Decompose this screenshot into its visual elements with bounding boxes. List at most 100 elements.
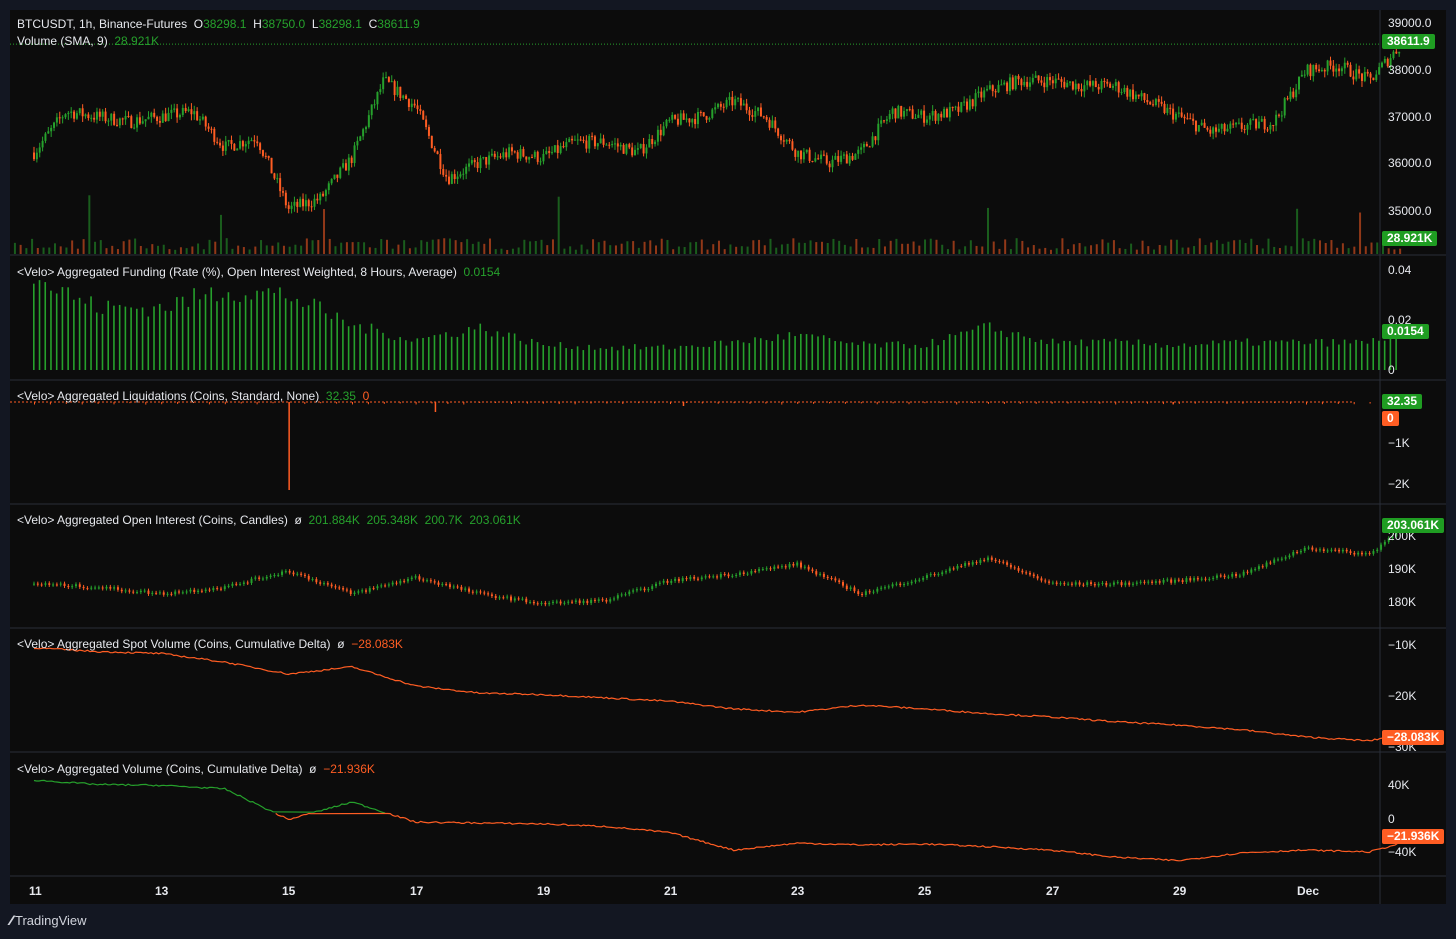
price-candle xyxy=(605,144,608,146)
price-candle xyxy=(1066,82,1069,88)
volume-bar xyxy=(992,241,995,254)
price-candle xyxy=(802,152,805,160)
oi-candle xyxy=(624,594,627,596)
volume-bar xyxy=(191,246,194,254)
funding-bar xyxy=(67,287,69,370)
oi-candle xyxy=(731,575,734,577)
oi-candle xyxy=(670,580,673,583)
price-candle xyxy=(668,119,671,121)
agg-cvd-line-positive xyxy=(33,779,386,814)
volume-bar xyxy=(683,247,686,254)
oi-candle xyxy=(685,578,688,580)
oi-candle xyxy=(914,580,917,582)
price-candle xyxy=(407,98,410,108)
funding-bar xyxy=(925,347,928,370)
liquidation-bar xyxy=(1162,402,1164,405)
price-candle xyxy=(342,163,345,168)
price-candle xyxy=(61,117,64,119)
liquidation-bar xyxy=(526,402,528,404)
price-candle xyxy=(1358,69,1361,74)
oi-candle xyxy=(994,559,997,562)
volume-bar xyxy=(1261,248,1264,254)
oi-candle xyxy=(868,591,871,593)
liquidation-spike xyxy=(1172,402,1174,405)
liquidation-bar xyxy=(1337,402,1339,404)
funding-bar xyxy=(502,336,504,370)
oi-candle xyxy=(1292,552,1295,556)
price-candle xyxy=(1398,51,1401,54)
funding-bar xyxy=(513,333,516,370)
funding-bar xyxy=(216,301,218,370)
oi-candle xyxy=(506,596,509,598)
funding-bar xyxy=(1206,344,1209,370)
chart-area[interactable] xyxy=(10,10,1446,904)
price-candle xyxy=(963,101,966,103)
funding-bar xyxy=(1069,341,1071,370)
price-candle xyxy=(837,156,840,162)
price-candle xyxy=(1123,87,1126,93)
price-candle xyxy=(516,152,519,159)
oi-candle xyxy=(48,583,51,585)
oi-candle xyxy=(723,573,726,575)
price-candle xyxy=(613,143,616,145)
price-candle xyxy=(44,133,47,141)
volume-bar xyxy=(878,239,881,254)
volume-bar xyxy=(466,239,469,254)
funding-bar xyxy=(393,340,396,370)
oi-tick: 180K xyxy=(1388,595,1417,609)
price-candle xyxy=(1103,80,1106,82)
funding-bar xyxy=(90,296,92,370)
funding-bar xyxy=(994,331,997,370)
liquidation-bar xyxy=(876,402,878,405)
oi-candle xyxy=(1380,544,1383,550)
price-candle xyxy=(997,84,1000,93)
price-candle xyxy=(960,102,963,112)
funding-bar xyxy=(1114,338,1117,370)
price-candle xyxy=(64,114,67,118)
price-candle xyxy=(410,103,413,108)
volume-bar xyxy=(1095,244,1098,254)
oi-candle xyxy=(811,569,814,572)
price-candle xyxy=(1209,129,1212,134)
price-candle xyxy=(284,192,287,206)
oi-candle xyxy=(120,589,123,592)
liquidation-bar xyxy=(177,402,179,404)
volume-bar xyxy=(563,248,566,254)
oi-candle xyxy=(1242,571,1245,576)
oi-candle xyxy=(239,583,242,585)
price-candle xyxy=(1303,74,1306,76)
high-value: 38750.0 xyxy=(261,17,306,31)
price-candle xyxy=(124,115,127,120)
oi-candle xyxy=(1154,581,1157,583)
volume-bar xyxy=(1324,243,1327,254)
tradingview-brand[interactable]: ⁄⁄⁄ TradingView xyxy=(10,912,87,928)
volume-bar xyxy=(695,241,698,254)
volume-bar xyxy=(1256,245,1259,254)
volume-bar xyxy=(1318,240,1321,254)
price-candle xyxy=(402,95,405,99)
volume-bar xyxy=(151,244,154,254)
liquidation-bar xyxy=(383,402,385,404)
price-candle xyxy=(771,120,774,128)
volume-bar xyxy=(763,245,766,254)
price-candle xyxy=(1335,68,1338,72)
price-candle xyxy=(316,198,319,201)
volume-bar xyxy=(1359,212,1362,254)
price-candle xyxy=(1283,98,1286,116)
oi-candle xyxy=(532,601,535,604)
oi-candle xyxy=(97,587,100,589)
price-candle xyxy=(178,114,181,118)
volume-bar xyxy=(861,247,864,254)
volume-bar xyxy=(1032,245,1035,254)
volume-bar xyxy=(592,239,595,254)
volume-bar xyxy=(208,239,211,254)
volume-bar xyxy=(1164,245,1167,254)
oi-low: 200.7K xyxy=(424,513,463,527)
price-candle xyxy=(1020,79,1023,86)
liquidation-bar xyxy=(654,402,656,404)
liquidation-bar xyxy=(1178,402,1180,404)
liquidation-bar xyxy=(1321,402,1323,405)
price-candle xyxy=(213,128,216,142)
oi-candle xyxy=(933,574,936,576)
